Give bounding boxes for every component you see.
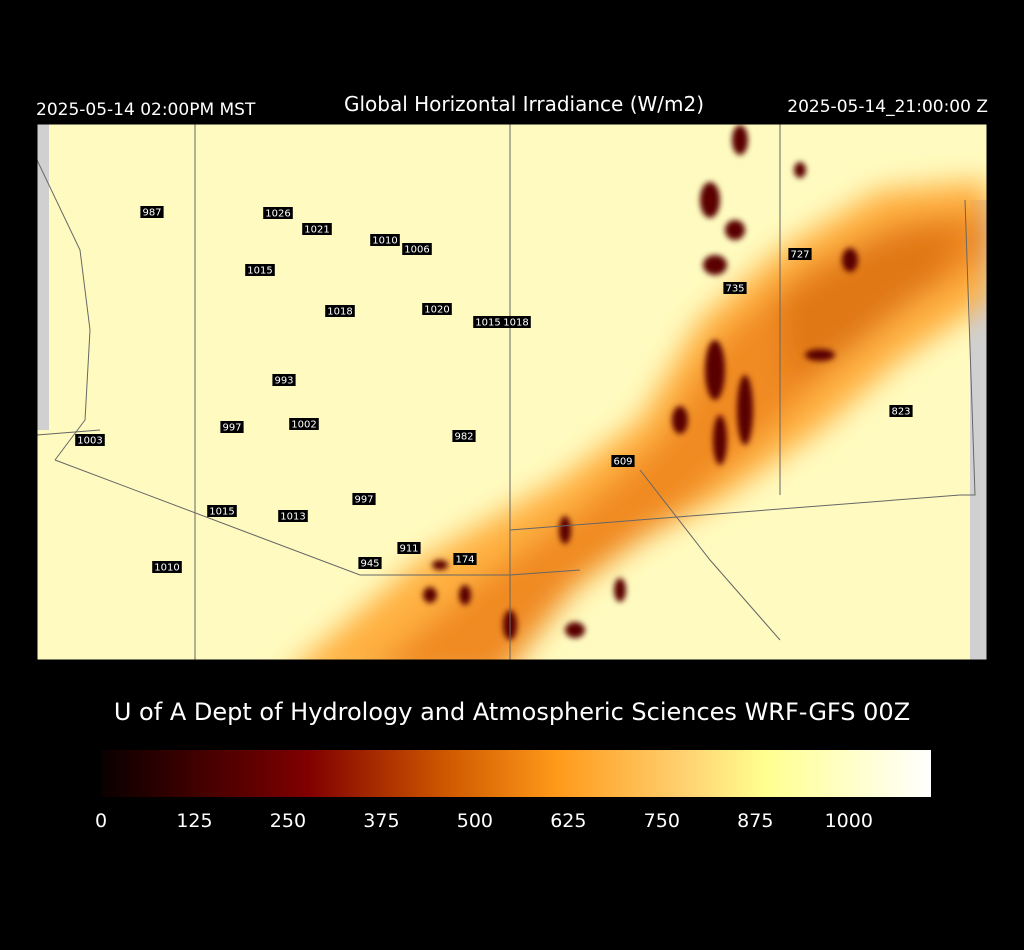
irradiance-field xyxy=(303,180,987,660)
label-box xyxy=(220,421,244,433)
colorbar-tick-label: 875 xyxy=(737,810,773,832)
label-box xyxy=(611,455,635,467)
station-label: 1018 xyxy=(503,318,528,329)
colorbar-tick-label: 500 xyxy=(457,810,493,832)
colorbar-ticks: 0 125 250 375 500 625 750 875 1000 xyxy=(95,810,873,832)
label-box xyxy=(788,248,812,260)
colorbar-tick-label: 750 xyxy=(644,810,680,832)
station-label: 1021 xyxy=(304,225,329,236)
station-label: 945 xyxy=(360,559,379,570)
label-box xyxy=(422,303,452,315)
station-label: 982 xyxy=(454,432,473,443)
station-label: 911 xyxy=(399,544,418,555)
station-label: 727 xyxy=(790,250,809,261)
label-box xyxy=(370,234,400,246)
cloud-cells xyxy=(423,125,858,640)
colorbar-tick-label: 0 xyxy=(95,810,107,832)
label-box xyxy=(272,374,296,386)
label-box xyxy=(452,430,476,442)
label-box xyxy=(263,207,293,219)
label-box xyxy=(501,316,531,328)
label-box xyxy=(473,316,503,328)
colorbar-tick-label: 625 xyxy=(550,810,586,832)
label-box xyxy=(397,542,421,554)
local-time: 2025-05-14 02:00PM MST xyxy=(36,100,256,120)
label-box xyxy=(245,264,275,276)
station-label: 1013 xyxy=(280,512,305,523)
label-box xyxy=(75,434,105,446)
station-label: 1003 xyxy=(77,436,102,447)
borders xyxy=(37,124,976,660)
station-label: 1015 xyxy=(247,266,272,277)
credit: U of A Dept of Hydrology and Atmospheric… xyxy=(114,698,910,726)
label-box xyxy=(358,557,382,569)
label-box xyxy=(207,505,237,517)
station-label: 174 xyxy=(455,555,474,566)
station-label: 997 xyxy=(222,423,241,434)
label-box xyxy=(889,405,913,417)
station-label: 993 xyxy=(274,376,293,387)
no-data xyxy=(970,200,987,660)
station-label: 1020 xyxy=(424,305,449,316)
station-label: 987 xyxy=(142,208,161,219)
colorbar-tick-label: 250 xyxy=(270,810,306,832)
utc-time: 2025-05-14_21:00:00 Z xyxy=(787,97,988,117)
label-box xyxy=(278,510,308,522)
label-box xyxy=(325,305,355,317)
station-label: 1010 xyxy=(154,563,179,574)
colorbar-tick-label: 125 xyxy=(176,810,212,832)
label-box xyxy=(289,418,319,430)
no-data xyxy=(37,124,49,430)
map-frame xyxy=(36,123,988,661)
station-label: 1015 xyxy=(475,318,500,329)
label-box xyxy=(352,493,376,505)
label-box xyxy=(302,223,332,235)
station-label: 735 xyxy=(725,284,744,295)
colorbar-tick-label: 1000 xyxy=(825,810,873,832)
colorbar-tick-label: 375 xyxy=(363,810,399,832)
station-label: 1015 xyxy=(209,507,234,518)
map-title: Global Horizontal Irradiance (W/m2) xyxy=(344,92,704,116)
label-box xyxy=(723,282,747,294)
station-label: 1018 xyxy=(327,307,352,318)
station-labels: 987 1026 1021 1010 1006 1015 727 735 1018 1020 101… xyxy=(75,206,913,574)
colorbar xyxy=(101,750,931,797)
label-box xyxy=(140,206,164,218)
station-label: 997 xyxy=(354,495,373,506)
station-label: 1026 xyxy=(265,209,290,220)
station-label: 823 xyxy=(891,407,910,418)
station-label: 1002 xyxy=(291,420,316,431)
station-label: 1010 xyxy=(372,236,397,247)
label-box xyxy=(402,243,432,255)
label-box xyxy=(152,561,182,573)
station-label: 609 xyxy=(613,457,632,468)
map xyxy=(37,124,987,660)
label-box xyxy=(453,553,477,565)
station-label: 1006 xyxy=(404,245,429,256)
